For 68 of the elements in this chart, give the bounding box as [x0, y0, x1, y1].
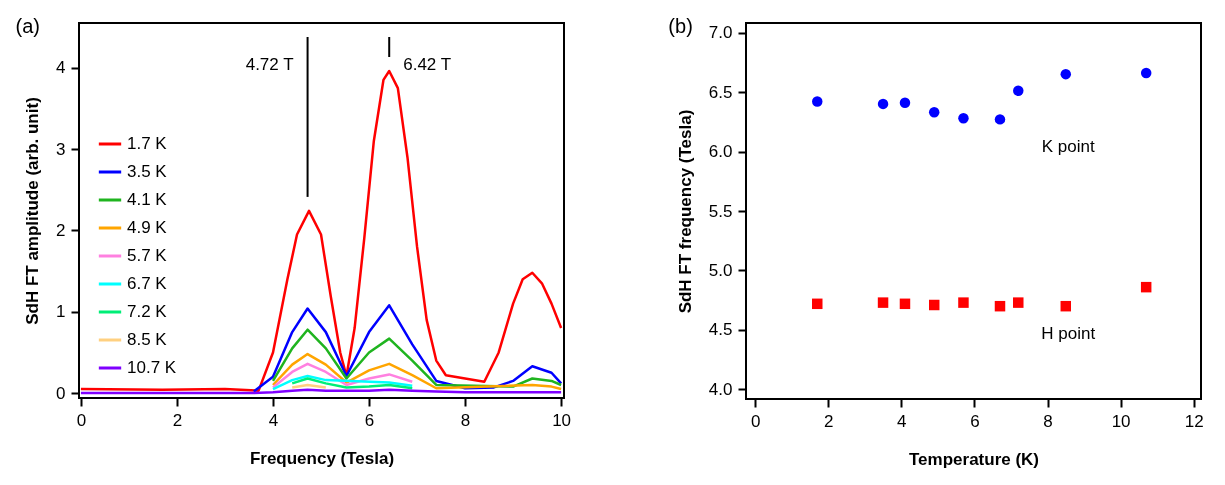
point: [877, 98, 889, 110]
x-axis-title: Frequency (Tesla): [249, 448, 395, 468]
y-tick-label: 1: [56, 302, 66, 322]
line-series: [290, 377, 414, 390]
line-series: [252, 304, 563, 393]
legend-label: 5.7 K: [127, 246, 168, 265]
point: [1140, 67, 1152, 79]
point: [812, 298, 823, 310]
legend-label: 4.9 K: [127, 218, 168, 237]
chart-title: (b): [668, 15, 693, 37]
text: K point: [1041, 137, 1095, 157]
chart-title: (a): [15, 15, 40, 37]
point: [877, 297, 889, 308]
point: [899, 298, 911, 310]
x-tick-label: 2: [823, 411, 834, 431]
point: [1013, 297, 1024, 308]
y-tick-label: 3: [56, 139, 66, 159]
y-tick-label: 5.0: [708, 260, 733, 280]
series-label: H point: [1041, 324, 1096, 344]
y-axis-title: SdH FT amplitude (arb. unit): [23, 97, 43, 325]
y-tick-label: 6.0: [708, 142, 733, 162]
legend-label: 6.7 K: [127, 274, 168, 293]
x-tick-label: 0: [750, 411, 761, 431]
line-series: [271, 374, 414, 391]
x-tick-label: 4: [268, 410, 279, 430]
line-series: [79, 69, 563, 392]
point: [928, 107, 940, 118]
point: [958, 112, 969, 124]
y-tick-label: 5.5: [708, 201, 733, 221]
point: [1060, 300, 1072, 312]
legend-label: 1.7 K: [127, 134, 168, 153]
point: [958, 297, 969, 308]
line-series: [271, 362, 414, 389]
y-tick-label: 4.0: [708, 379, 733, 399]
x-tick-label: 10: [552, 410, 572, 430]
y-axis-title: SdH FT frequency (Tesla): [675, 109, 695, 314]
x-tick-label: 12: [1184, 411, 1204, 431]
point: [1013, 85, 1024, 97]
point: [1060, 68, 1072, 80]
point: [928, 299, 940, 311]
point: [994, 300, 1006, 312]
y-tick-label: 4.5: [708, 320, 733, 340]
x-tick-label: 2: [172, 410, 183, 430]
x-tick-label: 8: [460, 410, 471, 430]
legend-label: 4.1 K: [127, 190, 168, 209]
point: [812, 96, 823, 107]
x-tick-label: 0: [76, 410, 87, 430]
y-tick-label: 2: [56, 220, 66, 240]
y-tick-label: 7.0: [708, 23, 733, 43]
legend-label: 7.2 K: [127, 302, 168, 321]
x-tick-label: 6: [970, 411, 980, 431]
point: [899, 97, 911, 108]
ref-line-label: 6.42 T: [403, 55, 452, 74]
x-tick-label: 10: [1111, 411, 1131, 431]
legend-label: 3.5 K: [127, 162, 168, 181]
point: [1140, 281, 1152, 293]
point: [994, 114, 1006, 125]
x-tick-label: 4: [897, 411, 907, 431]
y-tick-label: 4: [56, 58, 66, 78]
x-axis-title: Temperature (K): [908, 449, 1040, 469]
line-series: [271, 352, 563, 391]
legend-label: 8.5 K: [127, 330, 168, 349]
legend-label: 10.7 K: [127, 358, 177, 377]
x-tick-label: 8: [1043, 411, 1053, 431]
x-tick-label: 6: [364, 410, 375, 430]
ref-line-label: 4.72 T: [245, 55, 294, 74]
y-tick-label: 6.5: [708, 82, 733, 102]
y-tick-label: 0: [56, 383, 66, 403]
